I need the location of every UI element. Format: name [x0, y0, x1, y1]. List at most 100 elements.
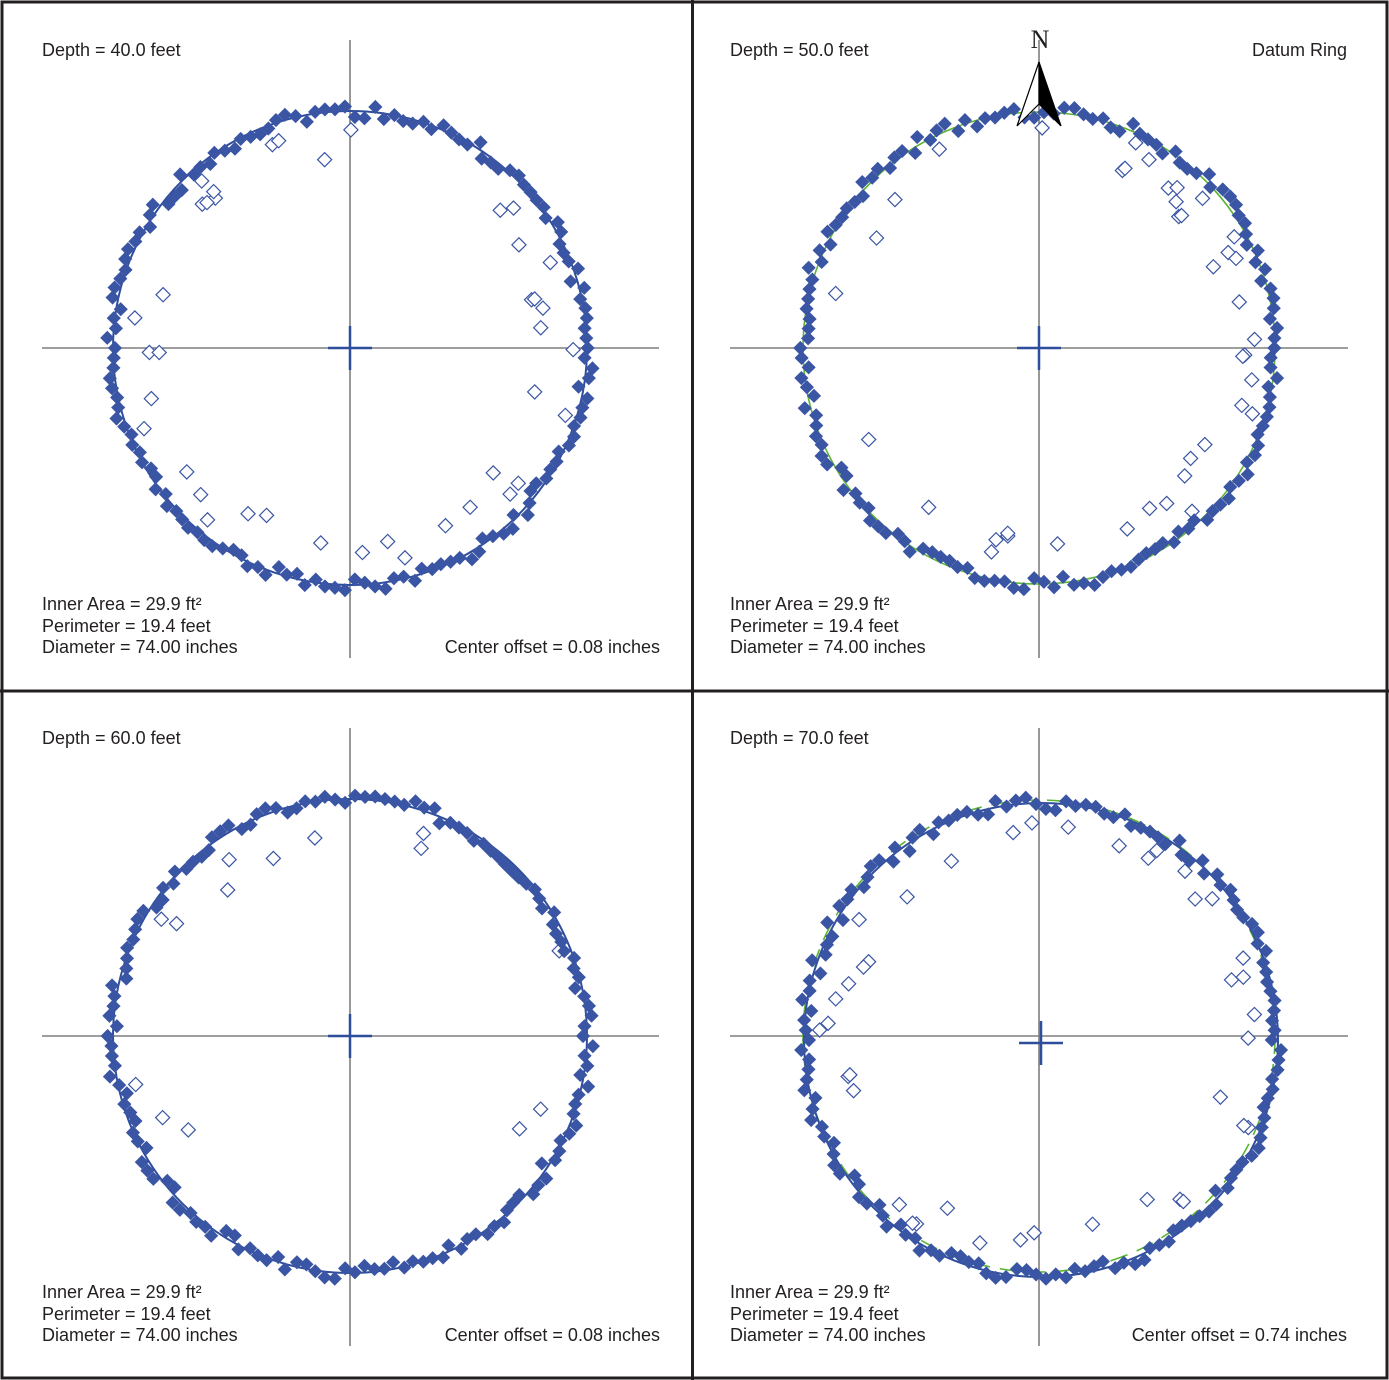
filled-marker — [1055, 569, 1071, 584]
filled-marker — [1256, 1100, 1271, 1115]
filled-marker — [1231, 208, 1246, 223]
filled-marker — [1046, 580, 1062, 595]
open-marker — [1012, 1232, 1029, 1248]
filled-marker — [376, 111, 391, 127]
filled-marker — [865, 170, 880, 185]
filled-marker — [407, 573, 423, 588]
open-marker — [931, 141, 948, 158]
filled-marker — [569, 1118, 584, 1133]
filled-marker — [808, 429, 824, 444]
open-marker — [988, 531, 1004, 548]
filled-marker — [113, 302, 128, 317]
filled-marker — [1262, 390, 1277, 405]
open-marker — [270, 132, 287, 149]
diameter-label: Diameter = 74.00 inches — [42, 1325, 238, 1345]
filled-marker — [1237, 216, 1253, 231]
filled-marker — [107, 989, 122, 1004]
filled-marker — [436, 118, 451, 133]
filled-marker — [473, 135, 488, 150]
filled-marker — [1263, 360, 1278, 375]
panel-depth-40: Depth = 40.0 feet Inner Area = 29.9 ft² … — [3, 3, 691, 690]
open-marker — [983, 543, 1000, 560]
filled-marker — [887, 840, 902, 855]
open-marker — [827, 285, 844, 302]
filled-marker — [397, 797, 412, 812]
filled-marker — [1239, 455, 1255, 470]
filled-marker — [832, 898, 847, 914]
filled-marker — [108, 321, 123, 336]
filled-marker — [308, 1264, 323, 1279]
perimeter-label: Perimeter = 19.4 feet — [42, 616, 211, 636]
open-marker — [1026, 1224, 1043, 1241]
filled-marker — [106, 360, 121, 375]
filled-marker — [106, 350, 121, 365]
filled-marker — [487, 1219, 502, 1234]
filled-marker — [173, 167, 188, 182]
filled-marker — [584, 1008, 599, 1023]
filled-marker — [112, 1077, 127, 1093]
filled-marker — [107, 340, 123, 356]
filled-marker — [798, 1023, 813, 1038]
filled-marker — [826, 1146, 841, 1162]
filled-marker — [987, 573, 1002, 588]
center-crosshair — [1019, 1021, 1063, 1065]
filled-marker — [405, 116, 420, 131]
filled-marker — [836, 482, 851, 498]
filled-marker — [575, 400, 590, 415]
filled-marker — [820, 915, 835, 930]
open-marker — [485, 464, 502, 481]
center-offset-label: Center offset = 0.08 inches — [445, 637, 660, 657]
filled-marker — [1078, 797, 1093, 812]
filled-marker — [1048, 803, 1063, 818]
filled-point-group — [793, 100, 1285, 597]
open-marker — [840, 975, 857, 992]
filled-marker — [580, 391, 595, 406]
filled-marker — [814, 1119, 830, 1134]
filled-marker — [566, 418, 582, 434]
center-crosshair — [328, 1014, 372, 1058]
filled-marker — [436, 1250, 451, 1265]
perimeter-label: Perimeter = 19.4 feet — [730, 1304, 899, 1324]
filled-marker — [826, 1135, 842, 1150]
filled-marker — [1271, 1052, 1286, 1068]
filled-marker — [396, 569, 411, 584]
filled-marker — [814, 448, 829, 464]
filled-marker — [871, 519, 886, 534]
open-marker — [1196, 436, 1213, 453]
filled-marker — [579, 331, 594, 346]
filled-marker — [1250, 243, 1265, 258]
filled-marker — [878, 526, 893, 541]
open-marker — [1141, 500, 1158, 517]
filled-marker — [327, 580, 342, 595]
filled-marker — [111, 400, 126, 415]
filled-marker — [226, 542, 241, 557]
inner-area-label: Inner Area = 29.9 ft² — [730, 594, 890, 614]
open-marker — [258, 507, 275, 524]
filled-marker — [827, 1158, 842, 1173]
filled-marker — [1067, 1261, 1082, 1276]
filled-marker — [338, 1261, 353, 1276]
filled-marker — [581, 1079, 596, 1094]
open-marker — [532, 1101, 549, 1118]
filled-marker — [146, 1171, 161, 1186]
filled-marker — [125, 437, 140, 452]
filled-marker — [1123, 818, 1139, 834]
filled-marker — [268, 113, 284, 128]
filled-marker — [1208, 1183, 1223, 1198]
filled-marker — [978, 111, 993, 126]
filled-marker — [250, 1248, 265, 1263]
filled-marker — [145, 197, 160, 212]
open-marker — [542, 254, 559, 271]
filled-marker — [1263, 350, 1278, 365]
filled-marker — [1085, 111, 1100, 127]
filled-marker — [183, 1205, 198, 1221]
filled-marker — [1171, 524, 1186, 539]
filled-marker — [174, 182, 189, 198]
filled-marker — [817, 1129, 832, 1144]
filled-marker — [801, 360, 816, 375]
filled-marker — [820, 224, 835, 239]
filled-marker — [804, 1003, 819, 1019]
open-marker — [1084, 1216, 1101, 1233]
open-marker — [532, 319, 549, 336]
